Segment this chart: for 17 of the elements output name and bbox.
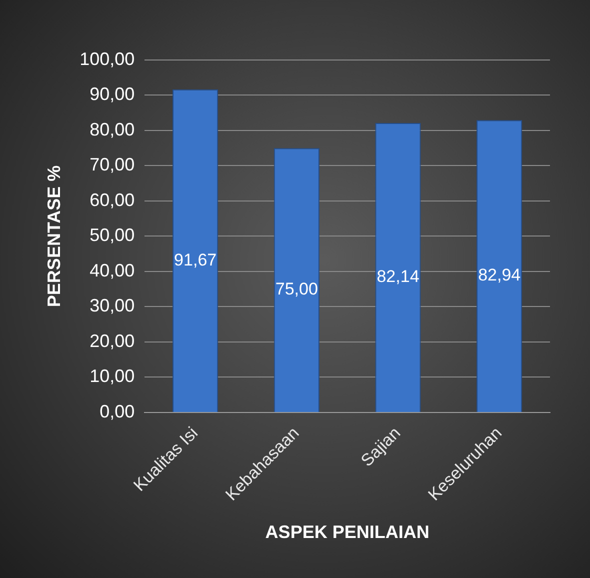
- y-tick-label: 60,00: [90, 190, 135, 210]
- y-tick-label: 30,00: [90, 296, 135, 316]
- y-tick-label: 40,00: [90, 260, 135, 280]
- y-tick-label: 50,00: [90, 225, 135, 246]
- y-tick-label: 10,00: [90, 366, 135, 386]
- y-tick-label: 90,00: [90, 84, 135, 104]
- y-tick-label: 20,00: [90, 330, 135, 351]
- y-tick-label: 70,00: [90, 154, 135, 175]
- data-label: 82,94: [478, 266, 521, 285]
- x-axis-title: ASPEK PENILAIAN: [265, 522, 430, 542]
- y-axis-title: PERSENTASE %: [44, 165, 64, 308]
- y-tick-label: 80,00: [90, 119, 135, 140]
- data-label: 82,14: [376, 267, 420, 286]
- data-label: 75,00: [275, 280, 318, 299]
- data-label: 91,67: [174, 250, 217, 270]
- y-tick-label: 100,00: [80, 48, 135, 69]
- y-tick-label: 0,00: [100, 401, 135, 422]
